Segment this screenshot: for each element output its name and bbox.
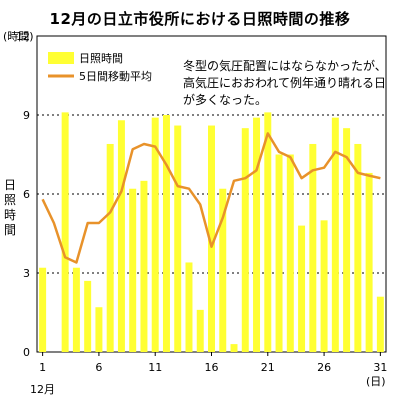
y-tick-label: 9 (23, 109, 30, 122)
bar (151, 117, 159, 352)
bar (241, 128, 249, 352)
bar (140, 180, 148, 352)
bar (117, 120, 125, 353)
y-tick-label: 0 (23, 346, 30, 359)
bar (39, 267, 47, 352)
y-tick-label: 12 (16, 30, 30, 43)
moving-average-line (41, 132, 381, 264)
bar (162, 115, 170, 352)
bar (343, 128, 351, 352)
bar (365, 172, 373, 352)
bar (331, 117, 339, 352)
month-label: 12月 (30, 383, 55, 396)
bar (354, 143, 362, 352)
bar (196, 309, 204, 352)
bar (275, 154, 283, 352)
bar (253, 117, 261, 352)
bar (286, 154, 294, 352)
bar (376, 296, 384, 352)
bar (309, 143, 317, 352)
bar (106, 143, 114, 352)
bar (320, 220, 328, 352)
x-tick-label: 16 (205, 361, 219, 374)
x-axis-unit: (日) (366, 375, 386, 388)
x-tick-label: 31 (373, 361, 387, 374)
legend-swatch-bars (48, 52, 74, 64)
bar (84, 280, 92, 352)
y-axis-unit: (時間) (3, 30, 34, 43)
bar (219, 188, 227, 352)
x-tick-label: 26 (317, 361, 331, 374)
legend-label-bars: 日照時間 (79, 52, 123, 65)
bar (174, 125, 182, 353)
bar (208, 125, 215, 353)
y-tick-label: 6 (23, 188, 30, 201)
x-tick-label: 1 (39, 361, 46, 374)
y-axis-label: 日照時間 (4, 178, 17, 237)
bar (95, 307, 103, 352)
x-tick-label: 11 (148, 361, 162, 374)
bar (230, 344, 238, 352)
bar (298, 225, 306, 352)
legend-label-line: 5日間移動平均 (79, 69, 152, 83)
bar (129, 188, 137, 352)
x-tick-label: 21 (261, 361, 275, 374)
chart-annotation: 冬型の気圧配置にはならなかったが、高気圧におおわれて例年通り晴れる日が多くなった… (183, 59, 387, 107)
bar (185, 262, 193, 352)
bar (72, 267, 80, 352)
bar (61, 112, 69, 352)
bar (264, 112, 272, 352)
chart-title: 12月の日立市役所における日照時間の推移 (49, 10, 351, 28)
y-tick-label: 3 (23, 267, 30, 280)
x-tick-label: 6 (95, 361, 102, 374)
